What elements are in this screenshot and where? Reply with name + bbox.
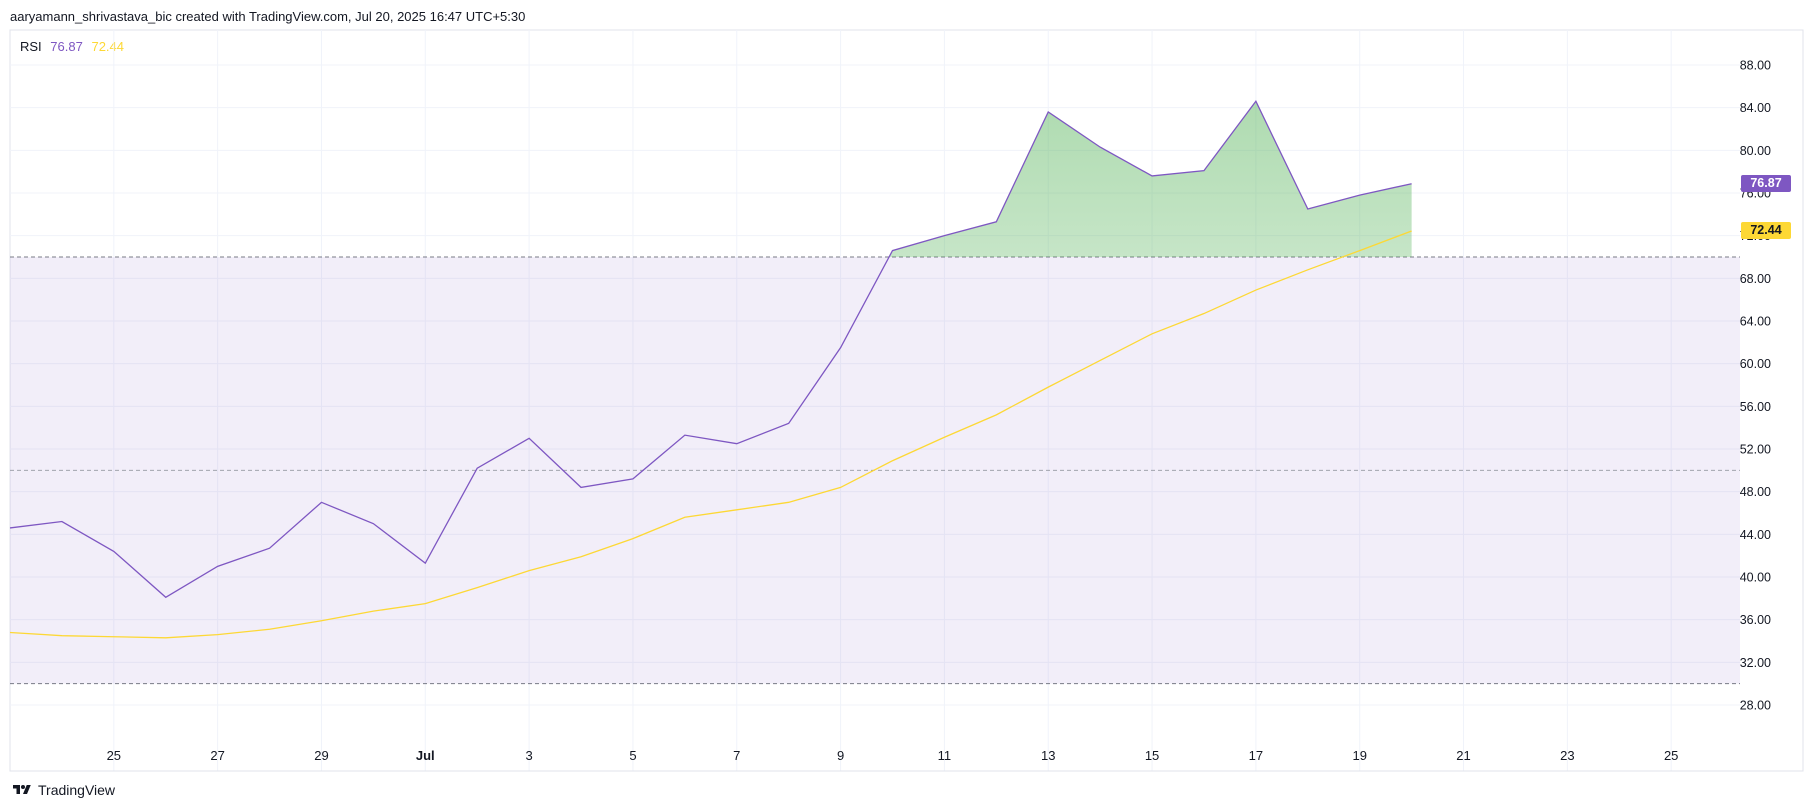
y-tick-label: 52.00: [1740, 443, 1771, 457]
rsi-ma-line: [9, 230, 1412, 639]
y-axis[interactable]: 28.00 32.00 36.00 40.00 44.00 48.00 52.00 56.00…: [1740, 59, 1771, 713]
x-tick-label: 9: [837, 748, 844, 763]
x-tick-label: 27: [210, 748, 224, 763]
y-tick-label: 88.00: [1740, 59, 1771, 73]
y-tick-label: 36.00: [1740, 613, 1771, 627]
x-tick-label: 7: [733, 748, 740, 763]
y-tick-label: 80.00: [1740, 144, 1771, 158]
x-tick-label: 23: [1560, 748, 1574, 763]
tradingview-logo-icon: [13, 785, 31, 794]
x-tick-label: 5: [629, 748, 636, 763]
indicator-legend[interactable]: RSI 76.87 72.44: [20, 39, 129, 54]
y-tick-label: 84.00: [1740, 101, 1771, 115]
overbought-fill: [10, 101, 1412, 257]
x-tick-label: 19: [1352, 748, 1366, 763]
x-tick-label: 21: [1456, 748, 1470, 763]
legend-indicator-name: RSI: [20, 39, 42, 54]
y-tick-label: 64.00: [1740, 315, 1771, 329]
y-tick-label: 44.00: [1740, 528, 1771, 542]
footer-brand-name: TradingView: [38, 782, 116, 798]
y-tick-label: 60.00: [1740, 357, 1771, 371]
rsi-last-value-badge: 76.87: [1741, 174, 1791, 192]
x-axis[interactable]: 25 27 29 Jul 3 5 7 9 11 13 15 17 19 21 23 25: [107, 748, 1679, 763]
y-tick-label: 56.00: [1740, 400, 1771, 414]
x-tick-label: 13: [1041, 748, 1055, 763]
y-tick-label: 48.00: [1740, 485, 1771, 499]
x-tick-label: 25: [107, 748, 121, 763]
x-tick-label: 29: [314, 748, 328, 763]
chart-attribution: aaryamann_shrivastava_bic created with T…: [10, 9, 526, 24]
rsi-line: [9, 100, 1412, 599]
y-tick-label: 32.00: [1740, 656, 1771, 670]
legend-ma-value: 72.44: [91, 39, 125, 54]
grid: [10, 30, 1740, 771]
tradingview-branding[interactable]: TradingView: [10, 782, 115, 798]
x-tick-label: 15: [1145, 748, 1159, 763]
x-tick-label: 25: [1664, 748, 1678, 763]
y-tick-label: 68.00: [1740, 272, 1771, 286]
x-tick-label: 11: [938, 748, 952, 763]
legend-rsi-value: 76.87: [50, 39, 83, 54]
x-tick-label: Jul: [416, 748, 435, 763]
y-tick-label: 28.00: [1740, 699, 1771, 713]
ma-last-value-badge: 72.44: [1741, 221, 1791, 239]
x-tick-label: 3: [526, 748, 533, 763]
y-tick-label: 40.00: [1740, 571, 1771, 585]
x-tick-label: 17: [1249, 748, 1263, 763]
